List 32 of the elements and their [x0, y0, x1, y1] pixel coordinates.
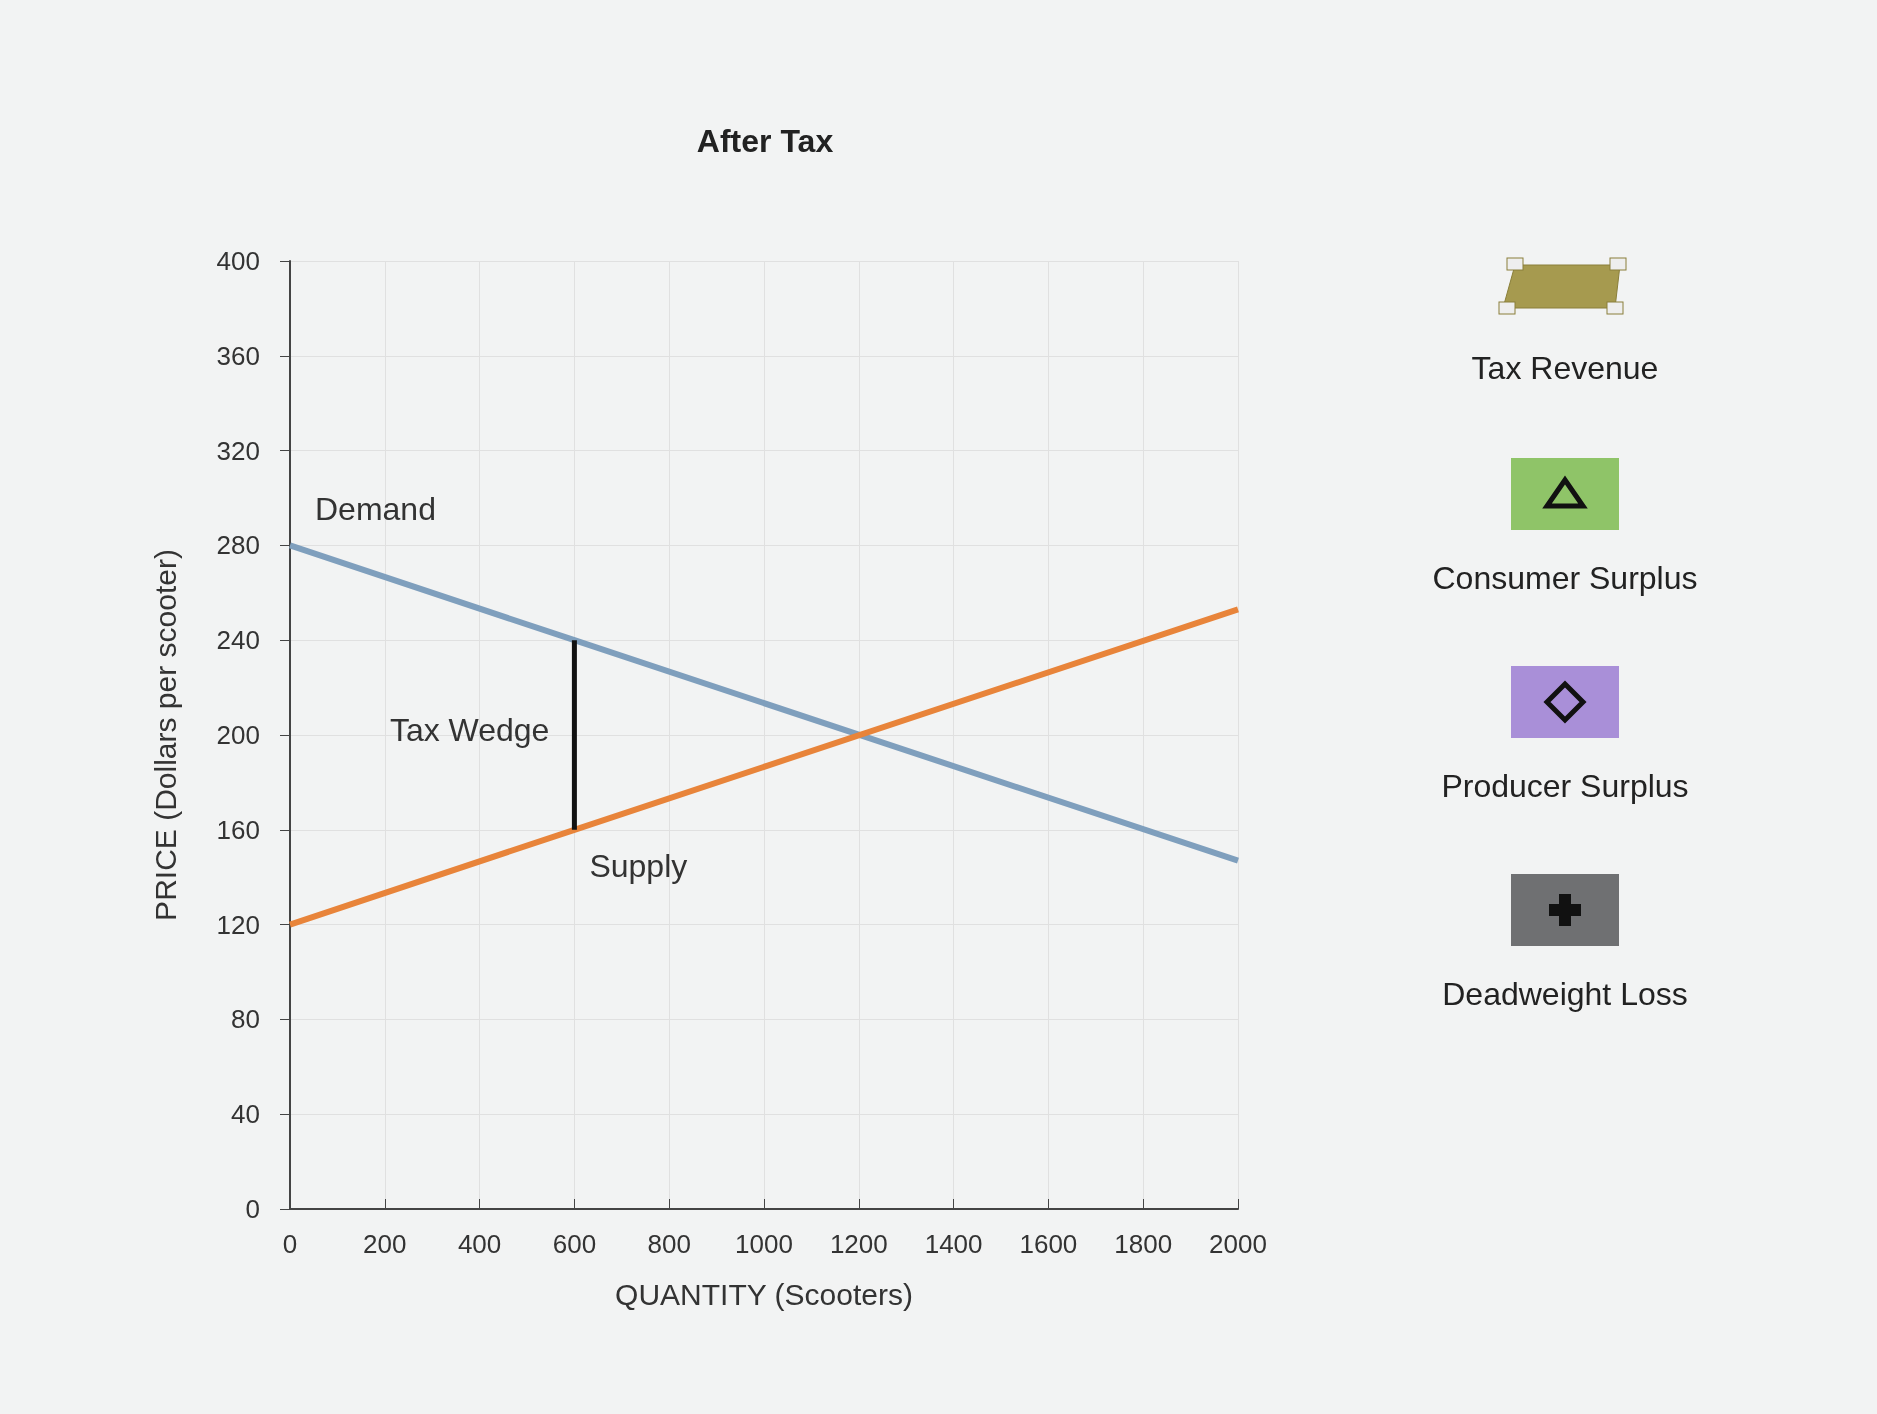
- x-tick-label: 1200: [829, 1229, 888, 1259]
- series-label: Tax Wedge: [389, 712, 550, 749]
- x-tick-label: 1000: [735, 1229, 793, 1259]
- text: Tax Revenue: [1471, 350, 1659, 387]
- y-tick-label: 0: [245, 1194, 260, 1224]
- y-tick-label: 120: [216, 909, 260, 940]
- x-tick-label: 2000: [1209, 1229, 1267, 1259]
- y-tick-label: 320: [216, 435, 260, 466]
- series-label: Supply: [589, 847, 688, 884]
- text: Deadweight Loss: [1442, 976, 1688, 1013]
- y-tick-label: 400: [216, 246, 260, 276]
- y-tick-label: 360: [216, 340, 260, 371]
- y-axis-title: PRICE (Dollars per scooter): [148, 549, 182, 921]
- x-tick-label: 1800: [1114, 1229, 1173, 1259]
- x-tick-label: 600: [552, 1229, 597, 1259]
- x-tick-label: 400: [457, 1229, 502, 1259]
- x-tick-label: 1400: [924, 1229, 983, 1259]
- y-tick-label: 280: [216, 530, 260, 561]
- y-tick-label: 160: [216, 814, 260, 845]
- y-tick-label: 80: [231, 1004, 260, 1035]
- y-tick-label: 200: [216, 720, 260, 750]
- x-axis-title: QUANTITY (Scooters): [615, 1277, 913, 1311]
- x-tick-label: 800: [647, 1229, 691, 1259]
- x-tick-label: 200: [363, 1229, 407, 1259]
- chart-title: After Tax: [696, 123, 834, 159]
- y-tick-label: 40: [231, 1099, 260, 1130]
- x-tick-label: 1600: [1019, 1229, 1078, 1259]
- text: Producer Surplus: [1441, 768, 1689, 805]
- x-tick-label: 0: [282, 1229, 298, 1259]
- y-tick-label: 240: [216, 625, 260, 656]
- series-label: Demand: [315, 491, 436, 528]
- text: Consumer Surplus: [1432, 560, 1698, 597]
